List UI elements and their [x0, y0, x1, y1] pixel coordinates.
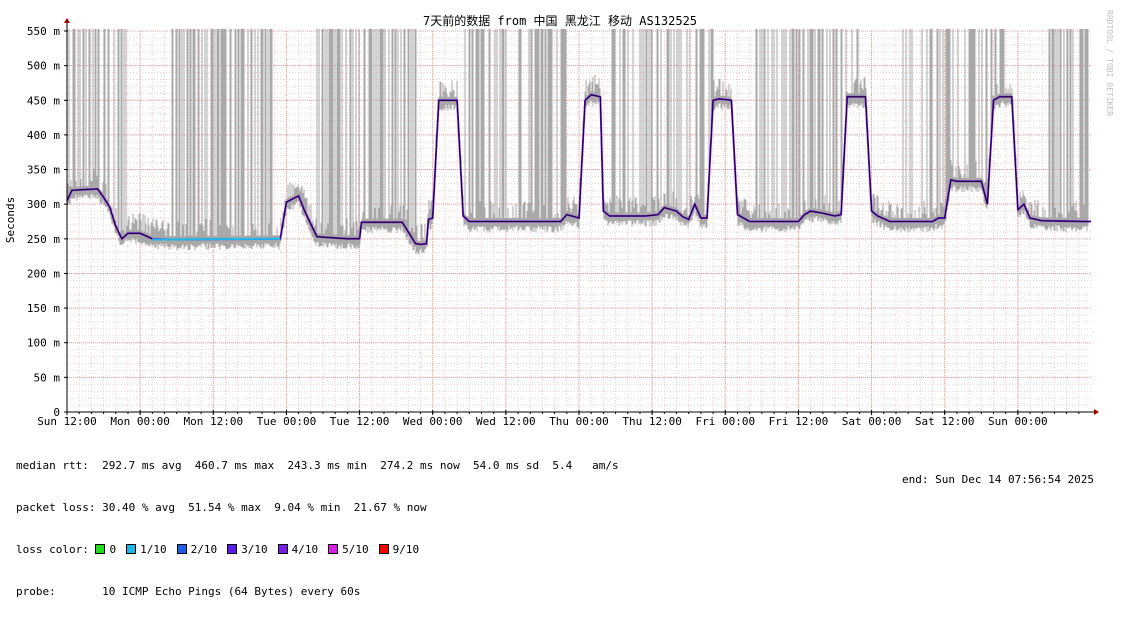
loss-color-label-text: 2/10: [190, 543, 218, 556]
end-time: end: Sun Dec 14 07:56:54 2025: [902, 473, 1095, 486]
loss-color-item: 4/10: [277, 543, 319, 556]
loss-color-item: 9/10: [378, 543, 420, 556]
loss-color-item: 0: [95, 543, 116, 556]
loss-color-label: loss color:: [16, 543, 89, 556]
y-tick-label: 250 m: [27, 233, 60, 246]
x-tick-label: Mon 00:00: [110, 415, 170, 428]
x-tick-label: Sat 00:00: [842, 415, 902, 428]
legend: median rtt: 292.7 ms avg 460.7 ms max 24…: [16, 431, 619, 627]
loss-color-item: 3/10: [227, 543, 268, 556]
x-tick-label: Sat 12:00: [915, 415, 975, 428]
rrdtool-watermark: RRDTOOL / TOBI OETIKER: [1105, 10, 1114, 116]
x-tick-label: Mon 12:00: [183, 415, 243, 428]
smokeping-graph: 7天前的数据 from 中国 黑龙江 移动 AS132525 Seconds 0…: [4, 10, 1114, 598]
y-tick-labels: 0 50 m 100 m 150 m 200 m 250 m 300 m 350 m 400 m…: [27, 25, 68, 419]
y-tick-label: 100 m: [27, 337, 60, 350]
loss-color-swatch: [126, 544, 137, 554]
x-tick-label: Sun 00:00: [988, 415, 1048, 428]
x-axis-arrow: [1094, 409, 1099, 415]
packet-loss-line: packet loss: 30.40 % avg 51.54 % max 9.0…: [16, 501, 427, 514]
y-axis-arrow: [64, 18, 70, 23]
loss-color-items: 0 1/10 2/10 3/10 4/10 5/10 9/10: [95, 543, 429, 556]
x-tick-label: Wed 12:00: [476, 415, 536, 428]
axes: [64, 18, 1099, 415]
loss-color-item: 5/10: [328, 543, 369, 556]
loss-color-label-text: 5/10: [342, 543, 369, 556]
y-tick-label: 50 m: [34, 371, 61, 384]
median-rtt-line: median rtt: 292.7 ms avg 460.7 ms max 24…: [16, 459, 619, 472]
y-tick-label: 400 m: [27, 129, 60, 142]
y-tick-label: 200 m: [27, 267, 60, 280]
x-tick-label: Tue 12:00: [330, 415, 390, 428]
loss-color-item: 1/10: [126, 543, 167, 556]
x-tick-label: Tue 00:00: [257, 415, 317, 428]
y-tick-label: 550 m: [27, 25, 60, 38]
watermark-text: RRDTOOL / TOBI OETIKER: [1105, 10, 1114, 116]
loss-color-swatch: [95, 544, 106, 554]
loss-color-label-text: 1/10: [140, 543, 167, 556]
latency-chart: 7天前的数据 from 中国 黑龙江 移动 AS132525 Seconds 0…: [4, 13, 1099, 428]
loss-color-item: 2/10: [176, 543, 218, 556]
x-tick-label: Wed 00:00: [403, 415, 463, 428]
x-tick-label: Sun 12:00: [37, 415, 97, 428]
loss-color-label-text: 3/10: [241, 543, 268, 556]
loss-color-line: loss color: 0 1/10 2/10 3/10 4/10 5/10 9/10: [16, 543, 619, 557]
loss-color-swatch: [277, 544, 288, 554]
x-tick-label: Thu 12:00: [622, 415, 682, 428]
loss-color-label-text: 4/10: [291, 543, 319, 556]
y-tick-label: 350 m: [27, 164, 60, 177]
y-tick-label: 450 m: [27, 94, 60, 107]
probe-line: probe: 10 ICMP Echo Pings (64 Bytes) eve…: [16, 585, 361, 598]
loss-color-label-text: 0: [109, 543, 117, 556]
y-tick-label: 0: [53, 406, 60, 419]
loss-color-swatch: [176, 544, 187, 554]
y-axis-label: Seconds: [4, 197, 17, 243]
x-tick-label: Fri 12:00: [769, 415, 829, 428]
series-line-1: [152, 237, 281, 241]
loss-color-swatch: [328, 544, 339, 554]
loss-color-swatch: [378, 544, 389, 554]
y-tick-label: 300 m: [27, 198, 60, 211]
chart-title: 7天前的数据 from 中国 黑龙江 移动 AS132525: [423, 13, 697, 28]
y-tick-label: 500 m: [27, 60, 60, 73]
loss-color-swatch: [227, 544, 238, 554]
series-lines: [66, 93, 1092, 246]
x-tick-labels: Sun 12:00 Mon 00:00 Mon 12:00 Tue 00:00 Tue …: [37, 415, 1047, 428]
y-tick-label: 150 m: [27, 302, 60, 315]
x-tick-label: Thu 00:00: [549, 415, 609, 428]
x-tick-label: Fri 00:00: [695, 415, 755, 428]
series-line-median-core: [66, 94, 1092, 245]
loss-color-label-text: 9/10: [392, 543, 420, 556]
